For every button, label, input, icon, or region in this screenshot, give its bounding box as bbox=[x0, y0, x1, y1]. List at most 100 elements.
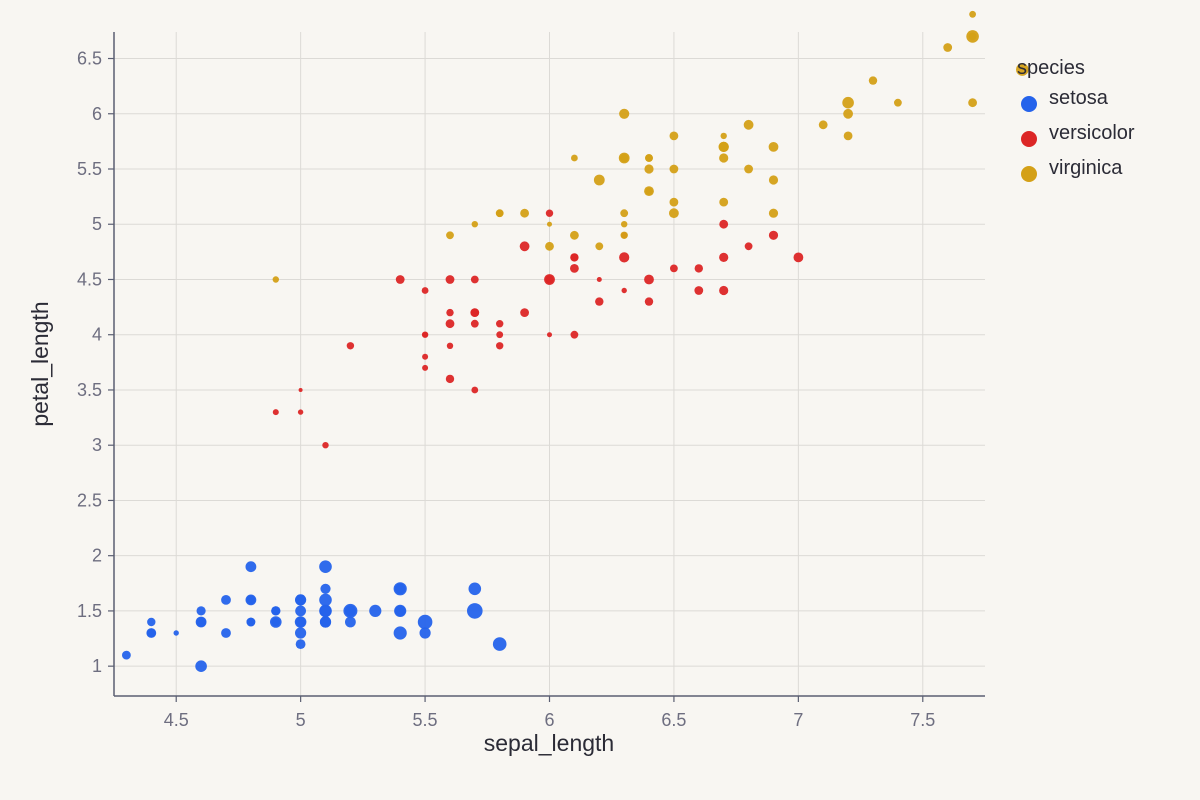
scatter-point-virginica bbox=[768, 208, 779, 218]
x-tick-label: 7.5 bbox=[910, 710, 935, 730]
y-tick-label: 2 bbox=[92, 546, 102, 566]
scatter-point-virginica bbox=[669, 131, 679, 141]
scatter-point-versicolor bbox=[596, 277, 602, 282]
scatter-point-versicolor bbox=[422, 353, 429, 360]
scatter-point-setosa bbox=[196, 606, 206, 616]
scatter-point-versicolor bbox=[545, 209, 554, 217]
scatter-point-versicolor bbox=[570, 330, 579, 339]
x-tick-label: 6 bbox=[544, 710, 554, 730]
y-tick-labels: 1 1.5 2 2.5 3 3.5 4 4.5 5 5.5 6 6.5 bbox=[77, 49, 114, 676]
scatter-point-setosa bbox=[195, 660, 207, 672]
scatter-point-setosa bbox=[295, 594, 307, 606]
scatter-point-versicolor bbox=[395, 275, 405, 284]
legend-label-versicolor: versicolor bbox=[1049, 122, 1135, 144]
scatter-point-setosa bbox=[345, 616, 356, 628]
scatter-point-versicolor bbox=[272, 409, 279, 416]
y-tick-label: 5.5 bbox=[77, 159, 102, 179]
scatter-point-virginica bbox=[446, 231, 454, 240]
scatter-point-setosa bbox=[245, 561, 257, 573]
scatter-point-setosa bbox=[394, 605, 406, 617]
scatter-point-virginica bbox=[969, 10, 976, 18]
scatter-point-versicolor bbox=[322, 442, 329, 449]
scatter-point-setosa bbox=[271, 606, 281, 616]
scatter-point-virginica bbox=[768, 175, 779, 185]
scatter-point-setosa bbox=[393, 626, 407, 640]
scatter-point-versicolor bbox=[445, 275, 455, 284]
scatter-point-versicolor bbox=[719, 252, 729, 262]
scatter-point-virginica bbox=[943, 43, 953, 52]
scatter-point-virginica bbox=[496, 209, 504, 217]
scatter-point-setosa bbox=[320, 605, 331, 617]
x-tick-labels: 4.5 5 5.5 6 6.5 7 7.5 bbox=[164, 696, 935, 730]
scatter-point-virginica bbox=[818, 120, 828, 130]
scatter-point-virginica bbox=[621, 221, 628, 228]
scatter-point-virginica bbox=[719, 153, 729, 163]
scatter-point-setosa bbox=[369, 604, 382, 618]
scatter-point-virginica bbox=[968, 98, 977, 108]
scatter-point-virginica bbox=[593, 174, 605, 186]
scatter-point-versicolor bbox=[297, 409, 304, 415]
scatter-point-virginica bbox=[718, 141, 729, 152]
scatter-point-virginica bbox=[843, 108, 853, 119]
scatter-point-virginica bbox=[720, 132, 727, 140]
scatter-point-virginica bbox=[669, 164, 679, 174]
legend-label-virginica: virginica bbox=[1049, 157, 1123, 179]
scatter-point-virginica bbox=[744, 164, 753, 174]
scatter-point-setosa bbox=[246, 617, 256, 627]
legend-title: species bbox=[1017, 57, 1085, 79]
y-tick-label: 6.5 bbox=[77, 49, 102, 69]
scatter-point-virginica bbox=[968, 32, 977, 41]
scatter-point-setosa bbox=[467, 603, 483, 619]
scatter-point-setosa bbox=[246, 595, 256, 605]
scatter-point-virginica bbox=[620, 209, 629, 218]
x-axis-title: sepal_length bbox=[484, 730, 614, 756]
scatter-point-versicolor bbox=[670, 264, 678, 273]
scatter-point-setosa bbox=[319, 616, 332, 628]
scatter-point-virginica bbox=[272, 276, 279, 283]
grid-lines bbox=[114, 32, 985, 696]
scatter-point-virginica bbox=[1016, 63, 1029, 76]
scatter-point-versicolor bbox=[446, 342, 454, 349]
scatter-point-setosa bbox=[295, 605, 306, 617]
scatter-point-setosa bbox=[295, 639, 306, 649]
x-tick-label: 5.5 bbox=[413, 710, 438, 730]
x-tick-label: 4.5 bbox=[164, 710, 189, 730]
scatter-point-versicolor bbox=[621, 287, 627, 294]
scatter-point-versicolor bbox=[570, 264, 579, 273]
scatter-point-setosa bbox=[492, 637, 507, 651]
y-tick-label: 2.5 bbox=[77, 490, 102, 510]
data-points bbox=[122, 10, 1029, 672]
scatter-point-virginica bbox=[644, 186, 654, 197]
scatter-point-versicolor bbox=[694, 286, 704, 295]
scatter-point-virginica bbox=[719, 197, 729, 207]
scatter-point-setosa bbox=[221, 595, 231, 605]
scatter-point-versicolor bbox=[644, 297, 654, 306]
y-tick-label: 1.5 bbox=[77, 601, 102, 621]
scatter-point-setosa bbox=[295, 627, 307, 639]
scatter-point-versicolor bbox=[446, 308, 454, 317]
y-tick-label: 3 bbox=[92, 435, 102, 455]
y-tick-label: 4.5 bbox=[77, 269, 102, 289]
scatter-point-setosa bbox=[196, 617, 207, 627]
scatter-point-virginica bbox=[669, 197, 679, 207]
scatter-point-versicolor bbox=[422, 364, 429, 371]
scatter-point-setosa bbox=[320, 583, 331, 594]
scatter-point-versicolor bbox=[544, 274, 555, 285]
x-tick-label: 6.5 bbox=[661, 710, 686, 730]
scatter-point-virginica bbox=[571, 154, 578, 162]
scatter-point-setosa bbox=[319, 593, 332, 607]
scatter-point-versicolor bbox=[421, 331, 429, 338]
scatter-point-virginica bbox=[619, 108, 630, 119]
scatter-point-virginica bbox=[868, 76, 878, 85]
scatter-point-setosa bbox=[146, 628, 157, 638]
scatter-point-virginica bbox=[545, 241, 554, 251]
legend-items: setosa versicolor virginica bbox=[1021, 87, 1135, 182]
scatter-point-versicolor bbox=[421, 287, 429, 294]
scatter-point-versicolor bbox=[694, 264, 703, 273]
scatter-point-setosa bbox=[343, 603, 358, 618]
y-tick-label: 5 bbox=[92, 214, 102, 234]
scatter-point-virginica bbox=[570, 230, 579, 240]
scatter-point-virginica bbox=[743, 119, 754, 130]
y-tick-label: 1 bbox=[92, 656, 102, 676]
scatter-point-setosa bbox=[417, 614, 433, 630]
